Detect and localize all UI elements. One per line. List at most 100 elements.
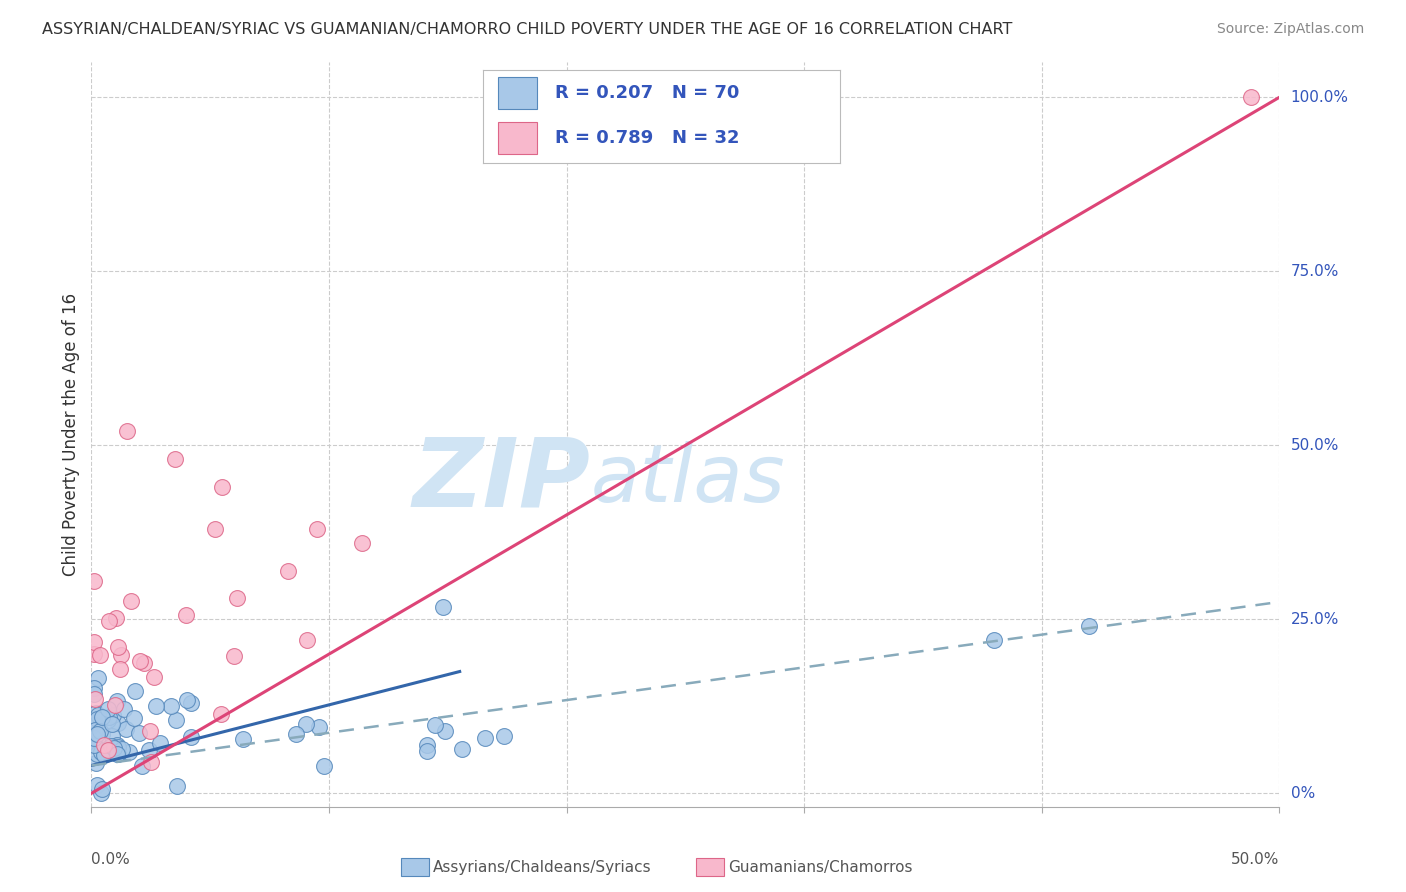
Point — [132, 656, 155, 670]
Point — [165, 714, 187, 728]
Point — [416, 738, 439, 752]
Point — [350, 535, 373, 549]
Point — [115, 722, 138, 736]
Point — [98, 614, 121, 628]
Point — [176, 693, 198, 707]
Point — [96, 713, 118, 727]
Point — [104, 610, 127, 624]
Point — [145, 699, 167, 714]
Point — [84, 727, 107, 741]
Point — [232, 731, 254, 746]
Point — [97, 702, 120, 716]
Text: 50.0%: 50.0% — [1291, 438, 1339, 453]
Point — [425, 718, 447, 732]
Point — [100, 739, 122, 754]
Point — [122, 711, 145, 725]
Point — [90, 745, 112, 759]
Point — [118, 745, 141, 759]
Point — [107, 747, 129, 762]
Point — [110, 648, 132, 663]
Point — [107, 716, 129, 731]
Point — [83, 647, 105, 661]
Text: 75.0%: 75.0% — [1291, 264, 1339, 279]
Text: 50.0%: 50.0% — [1232, 852, 1279, 867]
Point — [115, 425, 138, 439]
Point — [105, 738, 128, 752]
Point — [474, 731, 496, 745]
Point — [90, 726, 112, 740]
Point — [1078, 619, 1101, 633]
Point — [450, 742, 472, 756]
Point — [312, 759, 335, 773]
Point — [94, 744, 117, 758]
Point — [129, 654, 152, 668]
Point — [84, 756, 107, 770]
Text: 0%: 0% — [1291, 786, 1315, 801]
Point — [97, 709, 120, 723]
Y-axis label: Child Poverty Under the Age of 16: Child Poverty Under the Age of 16 — [62, 293, 80, 576]
Text: 0.0%: 0.0% — [91, 852, 131, 867]
Text: Assyrians/Chaldeans/Syriacs: Assyrians/Chaldeans/Syriacs — [433, 860, 651, 874]
Point — [107, 640, 129, 655]
Point — [97, 743, 120, 757]
Point — [83, 574, 105, 589]
Point — [142, 670, 165, 684]
Point — [163, 452, 186, 467]
Point — [91, 709, 114, 723]
Point — [284, 727, 307, 741]
Point — [294, 717, 316, 731]
Point — [180, 730, 202, 744]
Text: 100.0%: 100.0% — [1291, 90, 1348, 104]
Point — [983, 633, 1005, 648]
Text: Guamanians/Chamorros: Guamanians/Chamorros — [728, 860, 912, 874]
Text: ZIP: ZIP — [412, 433, 591, 526]
Point — [89, 648, 111, 662]
Point — [494, 729, 516, 743]
Point — [83, 737, 105, 751]
Point — [128, 726, 150, 740]
Point — [307, 522, 329, 536]
Point — [211, 480, 233, 494]
Point — [101, 707, 124, 722]
Point — [174, 607, 197, 622]
Point — [432, 599, 454, 614]
Point — [124, 684, 146, 698]
Point — [139, 723, 162, 738]
Point — [141, 755, 163, 769]
Point — [204, 522, 226, 536]
Text: 25.0%: 25.0% — [1291, 612, 1339, 627]
Point — [90, 786, 112, 800]
Point — [83, 635, 105, 649]
Point — [434, 724, 457, 739]
Point — [83, 681, 105, 695]
Point — [103, 741, 125, 756]
Point — [87, 671, 110, 685]
Point — [89, 723, 111, 738]
Point — [277, 564, 299, 578]
Point — [166, 779, 188, 793]
Point — [93, 748, 115, 763]
Point — [84, 723, 107, 737]
Point — [107, 740, 129, 755]
Point — [83, 738, 105, 752]
Point — [83, 692, 105, 706]
Point — [295, 633, 318, 648]
Point — [138, 743, 160, 757]
Point — [104, 698, 127, 712]
Point — [101, 729, 124, 743]
Point — [131, 759, 153, 773]
Point — [87, 707, 110, 722]
Point — [180, 696, 202, 710]
Point — [105, 747, 128, 761]
Point — [86, 747, 108, 761]
Point — [86, 712, 108, 726]
Point — [86, 778, 108, 792]
Point — [226, 591, 249, 606]
Point — [93, 738, 115, 752]
Point — [149, 736, 172, 750]
Text: ASSYRIAN/CHALDEAN/SYRIAC VS GUAMANIAN/CHAMORRO CHILD POVERTY UNDER THE AGE OF 16: ASSYRIAN/CHALDEAN/SYRIAC VS GUAMANIAN/CH… — [42, 22, 1012, 37]
Point — [90, 782, 112, 797]
Point — [222, 648, 245, 663]
Text: atlas: atlas — [591, 441, 785, 518]
Point — [83, 731, 105, 746]
